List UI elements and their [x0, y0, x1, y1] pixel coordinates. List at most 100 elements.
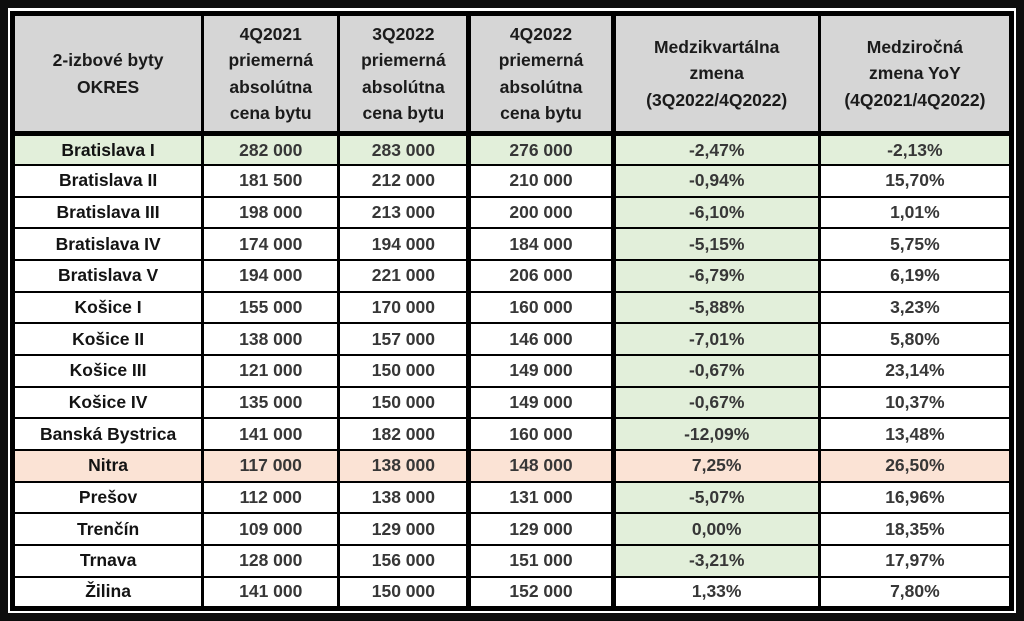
price-4q2021-cell: 155 000 [201, 290, 341, 325]
table-row: Bratislava V 194 000 221 000 206 000 -6,79% 6… [10, 259, 1014, 293]
yoy-change-cell: 7,80% [817, 575, 1014, 610]
qoq-change-cell: -6,79% [611, 259, 821, 293]
table-header: 2-izbové byty OKRES 4Q2021 priemerná abs… [10, 12, 1014, 136]
header-price-4q2021: 4Q2021 priemerná absolútna cena bytu [201, 12, 341, 136]
price-3q2022-cell: 150 000 [337, 385, 471, 420]
table-body: Bratislava I 282 000 283 000 276 000 -2,47% -… [10, 132, 1014, 610]
yoy-change-cell: 13,48% [817, 417, 1014, 452]
table-row: Banská Bystrica 141 000 182 000 160 000 -12,… [10, 417, 1014, 452]
price-3q2022-cell: 138 000 [337, 449, 471, 483]
district-cell: Bratislava IV [10, 227, 205, 262]
table-row: Bratislava I 282 000 283 000 276 000 -2,47% -… [10, 132, 1014, 167]
table-row: Bratislava III 198 000 213 000 200 000 -6,10… [10, 195, 1014, 230]
price-3q2022-cell: 138 000 [337, 480, 471, 515]
district-cell: Košice III [10, 354, 205, 388]
price-4q2021-cell: 109 000 [201, 512, 341, 547]
district-cell: Prešov [10, 480, 205, 515]
table-canvas: 2-izbové byty OKRES 4Q2021 priemerná abs… [8, 8, 1016, 613]
price-3q2022-cell: 129 000 [337, 512, 471, 547]
price-4q2022-cell: 149 000 [466, 385, 616, 420]
header-qoq-change: Medzikvartálna zmena (3Q2022/4Q2022) [611, 12, 821, 136]
price-3q2022-cell: 182 000 [337, 417, 471, 452]
qoq-change-cell: 1,33% [611, 575, 821, 610]
price-4q2022-cell: 160 000 [466, 417, 616, 452]
table-row: Košice IV 135 000 150 000 149 000 -0,67% 10,3… [10, 385, 1014, 420]
table-row: Košice III 121 000 150 000 149 000 -0,67% 23,… [10, 354, 1014, 388]
price-4q2022-cell: 184 000 [466, 227, 616, 262]
price-4q2022-cell: 200 000 [466, 195, 616, 230]
yoy-change-cell: 26,50% [817, 449, 1014, 483]
price-4q2022-cell: 146 000 [466, 322, 616, 357]
district-cell: Trenčín [10, 512, 205, 547]
price-4q2021-cell: 117 000 [201, 449, 341, 483]
qoq-change-cell: -7,01% [611, 322, 821, 357]
price-4q2022-cell: 151 000 [466, 544, 616, 578]
table-row: Trnava 128 000 156 000 151 000 -3,21% 17,97% [10, 544, 1014, 578]
qoq-change-cell: 0,00% [611, 512, 821, 547]
qoq-change-cell: -0,67% [611, 385, 821, 420]
yoy-change-cell: 3,23% [817, 290, 1014, 325]
district-cell: Bratislava I [10, 132, 205, 167]
table-row: Trenčín 109 000 129 000 129 000 0,00% 18,35% [10, 512, 1014, 547]
header-district: 2-izbové byty OKRES [10, 12, 205, 136]
price-4q2022-cell: 210 000 [466, 164, 616, 198]
yoy-change-cell: 18,35% [817, 512, 1014, 547]
price-3q2022-cell: 150 000 [337, 575, 471, 610]
price-3q2022-cell: 212 000 [337, 164, 471, 198]
price-3q2022-cell: 157 000 [337, 322, 471, 357]
price-4q2022-cell: 129 000 [466, 512, 616, 547]
qoq-change-cell: -5,88% [611, 290, 821, 325]
qoq-change-cell: -12,09% [611, 417, 821, 452]
qoq-change-cell: 7,25% [611, 449, 821, 483]
district-cell: Košice II [10, 322, 205, 357]
district-cell: Košice I [10, 290, 205, 325]
price-3q2022-cell: 194 000 [337, 227, 471, 262]
yoy-change-cell: 5,75% [817, 227, 1014, 262]
qoq-change-cell: -2,47% [611, 132, 821, 167]
price-4q2021-cell: 112 000 [201, 480, 341, 515]
price-4q2021-cell: 121 000 [201, 354, 341, 388]
table-row: Prešov 112 000 138 000 131 000 -5,07% 16,96% [10, 480, 1014, 515]
qoq-change-cell: -0,67% [611, 354, 821, 388]
yoy-change-cell: 6,19% [817, 259, 1014, 293]
yoy-change-cell: 5,80% [817, 322, 1014, 357]
qoq-change-cell: -3,21% [611, 544, 821, 578]
price-4q2022-cell: 206 000 [466, 259, 616, 293]
price-4q2022-cell: 149 000 [466, 354, 616, 388]
qoq-change-cell: -6,10% [611, 195, 821, 230]
yoy-change-cell: 1,01% [817, 195, 1014, 230]
price-4q2022-cell: 148 000 [466, 449, 616, 483]
qoq-change-cell: -5,15% [611, 227, 821, 262]
table-row: Nitra 117 000 138 000 148 000 7,25% 26,50% [10, 449, 1014, 483]
price-4q2021-cell: 194 000 [201, 259, 341, 293]
price-3q2022-cell: 170 000 [337, 290, 471, 325]
yoy-change-cell: 10,37% [817, 385, 1014, 420]
price-3q2022-cell: 156 000 [337, 544, 471, 578]
yoy-change-cell: -2,13% [817, 132, 1014, 167]
price-4q2021-cell: 128 000 [201, 544, 341, 578]
table-row: Bratislava II 181 500 212 000 210 000 -0,94%… [10, 164, 1014, 198]
qoq-change-cell: -5,07% [611, 480, 821, 515]
yoy-change-cell: 17,97% [817, 544, 1014, 578]
district-cell: Trnava [10, 544, 205, 578]
apartment-price-table: 2-izbové byty OKRES 4Q2021 priemerná abs… [10, 11, 1014, 611]
price-4q2022-cell: 152 000 [466, 575, 616, 610]
price-4q2022-cell: 131 000 [466, 480, 616, 515]
price-4q2021-cell: 141 000 [201, 575, 341, 610]
header-yoy-change: Medziročná zmena YoY (4Q2021/4Q2022) [817, 12, 1014, 136]
district-cell: Bratislava III [10, 195, 205, 230]
table-row: Žilina 141 000 150 000 152 000 1,33% 7,80% [10, 575, 1014, 610]
table-row: Košice I 155 000 170 000 160 000 -5,88% 3,23% [10, 290, 1014, 325]
price-3q2022-cell: 213 000 [337, 195, 471, 230]
table-row: Bratislava IV 174 000 194 000 184 000 -5,15%… [10, 227, 1014, 262]
price-4q2021-cell: 282 000 [201, 132, 341, 167]
price-4q2021-cell: 135 000 [201, 385, 341, 420]
qoq-change-cell: -0,94% [611, 164, 821, 198]
table-row: Košice II 138 000 157 000 146 000 -7,01% 5,80… [10, 322, 1014, 357]
district-cell: Banská Bystrica [10, 417, 205, 452]
district-cell: Bratislava II [10, 164, 205, 198]
district-cell: Bratislava V [10, 259, 205, 293]
yoy-change-cell: 16,96% [817, 480, 1014, 515]
yoy-change-cell: 15,70% [817, 164, 1014, 198]
